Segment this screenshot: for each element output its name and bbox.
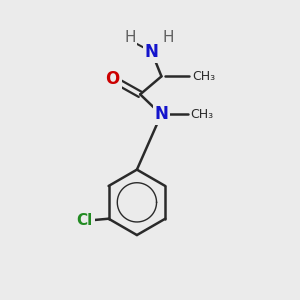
Text: N: N xyxy=(154,105,168,123)
Text: CH₃: CH₃ xyxy=(190,107,213,121)
Text: H: H xyxy=(124,30,136,45)
Text: H: H xyxy=(162,30,174,45)
Text: O: O xyxy=(105,70,119,88)
Text: N: N xyxy=(145,43,159,61)
Text: Cl: Cl xyxy=(76,213,93,228)
Text: CH₃: CH₃ xyxy=(192,70,215,83)
